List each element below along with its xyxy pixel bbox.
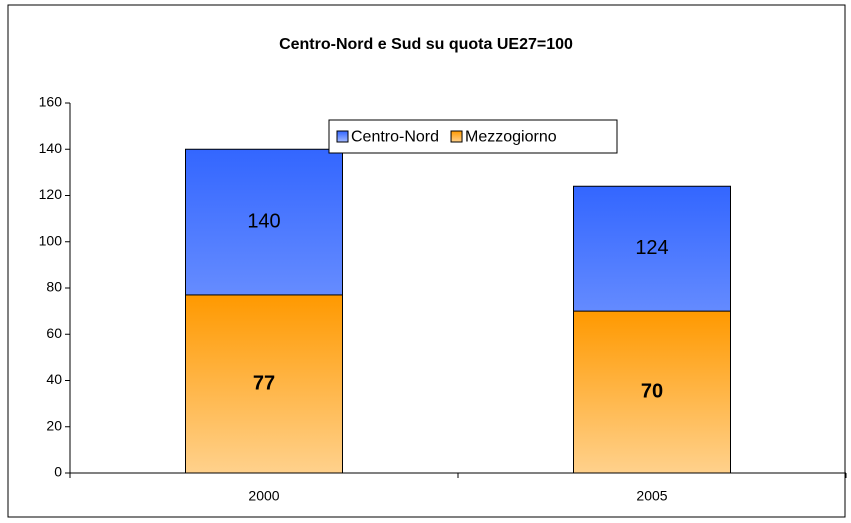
y-tick-label: 20 [46, 417, 62, 433]
y-tick-label: 80 [46, 279, 62, 295]
x-tick-label: 2000 [248, 488, 279, 504]
bar [573, 310, 731, 474]
chart-title: Centro-Nord e Sud su quota UE27=100 [279, 36, 573, 53]
data-label: 70 [641, 380, 663, 402]
y-tick-label: 100 [39, 232, 63, 248]
data-label: 77 [253, 372, 275, 394]
legend-box [328, 119, 618, 154]
x-tick-label: 2005 [636, 488, 667, 504]
y-tick-label: 0 [54, 464, 62, 480]
bar [185, 294, 343, 474]
y-tick-label: 40 [46, 371, 62, 387]
data-label: 140 [247, 210, 280, 232]
y-tick-label: 160 [39, 94, 63, 110]
legend-swatch [336, 130, 349, 143]
y-tick-label: 140 [39, 140, 63, 156]
legend-label: Mezzogiorno [465, 129, 557, 146]
legend-swatch [450, 130, 463, 143]
data-label: 124 [635, 237, 668, 259]
y-tick-label: 60 [46, 325, 62, 341]
y-tick-label: 120 [39, 186, 63, 202]
legend-label: Centro-Nord [351, 129, 439, 146]
